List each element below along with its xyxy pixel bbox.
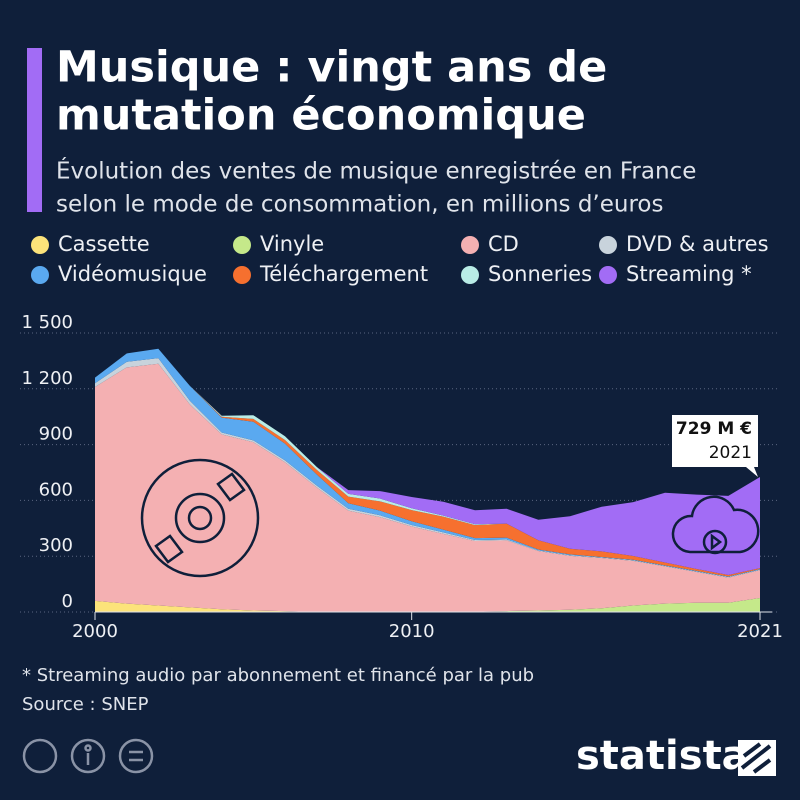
x-tick-label: 2021: [737, 621, 783, 642]
legend-swatch: [31, 236, 49, 254]
legend-swatch: [461, 236, 479, 254]
chart-subtitle: selon le mode de consommation, en millio…: [56, 192, 663, 218]
chart-title: Musique : vingt ans de: [56, 43, 607, 93]
y-tick-label: 900: [39, 424, 73, 445]
cloud-icon: [671, 495, 760, 555]
area: [95, 363, 760, 612]
x-tick-label: 2000: [72, 621, 118, 642]
legend-swatch: [233, 236, 251, 254]
annotation-label: 729 M €: [676, 419, 752, 439]
brand-logo-mark: [740, 742, 772, 774]
legend-swatch: [599, 236, 617, 254]
y-tick-label: 600: [39, 479, 73, 500]
y-tick-label: 0: [62, 591, 73, 612]
x-tick-label: 2010: [389, 621, 435, 642]
annotation-sublabel: 2021: [709, 443, 752, 463]
legend-label: CD: [488, 232, 519, 256]
title-bar: [27, 48, 42, 212]
legend-label: Sonneries: [488, 262, 592, 286]
legend-label: Vinyle: [260, 232, 324, 256]
legend-swatch: [31, 266, 49, 284]
legend-label: DVD & autres: [626, 232, 769, 256]
plot: [95, 348, 760, 612]
area: [95, 598, 760, 612]
legend-label: Téléchargement: [259, 262, 428, 286]
cd-icon: [140, 458, 260, 578]
footnote: * Streaming audio par abonnement et fina…: [22, 665, 534, 686]
annotation-box: [672, 414, 758, 477]
legend-label: Cassette: [58, 232, 150, 256]
chart-subtitle: Évolution des ventes de musique enregist…: [56, 157, 696, 185]
legend-swatch: [599, 266, 617, 284]
y-tick-label: 300: [39, 535, 73, 556]
area: [95, 348, 760, 575]
y-tick-label: 1 500: [21, 312, 73, 333]
y-tick-label: 1 200: [21, 368, 73, 389]
legend-label: Vidéomusique: [58, 262, 207, 286]
legend-swatch: [233, 266, 251, 284]
legend-label: Streaming *: [626, 262, 752, 286]
legend-swatch: [461, 266, 479, 284]
brand: statista: [576, 733, 749, 779]
source: Source : SNEP: [22, 694, 149, 715]
license-icons: [22, 738, 154, 774]
grid: 0 300 600 900 1 200 1 500: [20, 312, 778, 613]
chart-title: mutation économique: [56, 91, 586, 141]
area: [95, 600, 760, 612]
